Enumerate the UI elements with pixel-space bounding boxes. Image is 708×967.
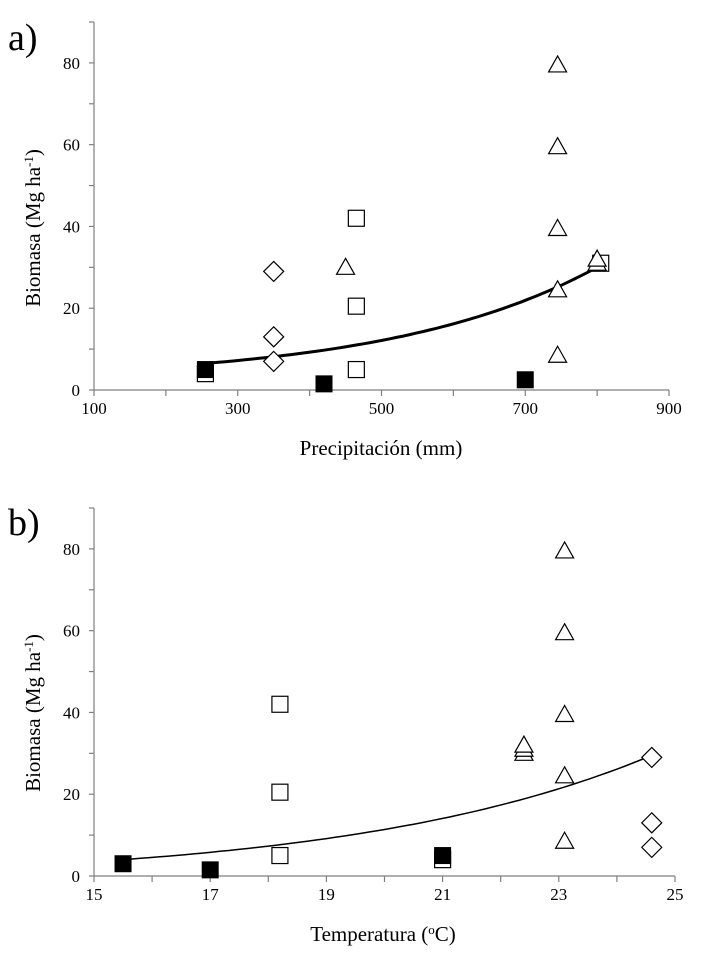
panel-a-triangle-marker — [547, 54, 568, 73]
panel-a-y-tick-label: 80 — [63, 54, 80, 73]
panel-a-precipitation-chart: a) 0 20 40 60 80 100 300 500 700 900 Precipitació… — [8, 17, 682, 460]
panel-b-open-square-marker — [271, 846, 289, 865]
panel-a-diamond-marker — [262, 325, 285, 348]
panel-a-data-points — [196, 54, 610, 393]
panel-a-y-title-end: ) — [21, 149, 45, 156]
panel-a-triangle-marker — [547, 279, 568, 298]
panel-b-y-tick-label: 20 — [63, 785, 80, 804]
panel-a-triangle-marker — [547, 345, 568, 363]
panel-b-x-title-end: C) — [435, 922, 456, 946]
panel-b-trendline-group — [122, 754, 653, 861]
panel-b-y-tick-label: 80 — [63, 540, 80, 559]
panel-b-triangle-marker — [554, 540, 575, 559]
panel-b-x-tick-label: 21 — [434, 885, 451, 904]
panel-b-y-tick-label: 0 — [72, 867, 81, 886]
panel-b-x-title-degree: o — [428, 922, 435, 937]
panel-b-triangle-marker — [554, 765, 575, 784]
panel-b-filled-square-marker — [434, 847, 452, 865]
panel-a-filled-square-marker — [516, 371, 534, 389]
panel-b-x-tick-label: 23 — [550, 885, 567, 904]
panel-b-filled-square-marker — [114, 855, 132, 873]
panel-a-triangle-marker — [547, 136, 568, 155]
panel-b-y-tick-label: 60 — [63, 622, 80, 641]
panel-a-x-tick-label: 300 — [225, 399, 251, 418]
panel-b-triangle-marker — [554, 704, 575, 723]
panel-a-y-axis-title: Biomasa (Mg ha-1) — [21, 149, 46, 307]
panel-b-triangle-marker — [554, 622, 575, 641]
panel-b-triangle-marker — [554, 831, 575, 849]
panel-a-x-tick-label: 700 — [513, 399, 539, 418]
panel-b-open-square-marker — [271, 783, 289, 801]
panel-a-triangle-marker — [547, 218, 568, 237]
panel-a-y-tick-label: 60 — [63, 136, 80, 155]
panel-b-open-square-marker — [271, 695, 289, 713]
panel-a-y-title-exponent: -1 — [21, 156, 36, 167]
panel-b-x-title-main: Temperatura ( — [310, 922, 428, 946]
panel-b-y-axis-title: Biomasa (Mg ha-1) — [21, 634, 46, 792]
panel-b-diamond-marker — [640, 746, 663, 769]
panel-a-x-tick-label: 500 — [369, 399, 395, 418]
panel-a-x-tick-label: 100 — [81, 399, 107, 418]
panel-b-diamond-marker — [640, 836, 663, 859]
panel-b-trendline — [122, 754, 653, 861]
panel-b-data-points — [114, 540, 663, 879]
panel-b-y-title-main: Biomasa (Mg ha — [21, 651, 45, 792]
panel-a-open-square-marker — [347, 360, 365, 379]
panel-b-axes: 0 20 40 60 80 15 17 19 21 23 25 — [63, 507, 684, 904]
panel-a-label: a) — [8, 17, 38, 59]
panel-b-y-title-exponent: -1 — [21, 641, 36, 652]
panel-b-x-tick-label: 25 — [667, 885, 684, 904]
panel-b-temperature-chart: b) 0 20 40 60 80 15 17 19 21 23 25 Temperatura (oC… — [8, 502, 684, 946]
panel-b-y-title-end: ) — [21, 634, 45, 641]
panel-a-axes: 0 20 40 60 80 100 300 500 700 900 — [63, 21, 682, 418]
panel-a-x-axis-title: Precipitación (mm) — [300, 436, 463, 460]
panel-b-x-axis-title: Temperatura (oC) — [310, 922, 456, 947]
panel-a-y-tick-label: 40 — [63, 217, 80, 236]
panel-b-y-tick-label: 40 — [63, 703, 80, 722]
panel-b-label: b) — [8, 502, 40, 544]
panel-a-open-square-marker — [347, 209, 365, 227]
panel-a-filled-square-marker — [196, 361, 214, 379]
panel-b-diamond-marker — [640, 811, 663, 834]
panel-a-trendline — [205, 263, 602, 365]
panel-b-filled-square-marker — [201, 861, 219, 879]
panel-a-filled-square-marker — [315, 375, 333, 393]
panel-a-diamond-marker — [262, 350, 285, 373]
panel-a-y-title-main: Biomasa (Mg ha — [21, 166, 45, 307]
panel-a-trendline-group — [205, 263, 602, 365]
panel-b-x-tick-label: 17 — [202, 885, 220, 904]
panel-a-y-tick-label: 20 — [63, 299, 80, 318]
panel-b-triangle-marker — [513, 734, 534, 753]
panel-a-triangle-marker — [335, 257, 356, 275]
panel-a-diamond-marker — [262, 260, 285, 283]
panel-a-y-tick-label: 0 — [72, 381, 81, 400]
panel-a-triangle-marker — [587, 248, 608, 267]
panel-a-x-tick-label: 900 — [656, 399, 682, 418]
panel-b-x-tick-label: 15 — [86, 885, 103, 904]
panel-a-open-square-marker — [347, 297, 365, 315]
panel-b-x-tick-label: 19 — [318, 885, 335, 904]
